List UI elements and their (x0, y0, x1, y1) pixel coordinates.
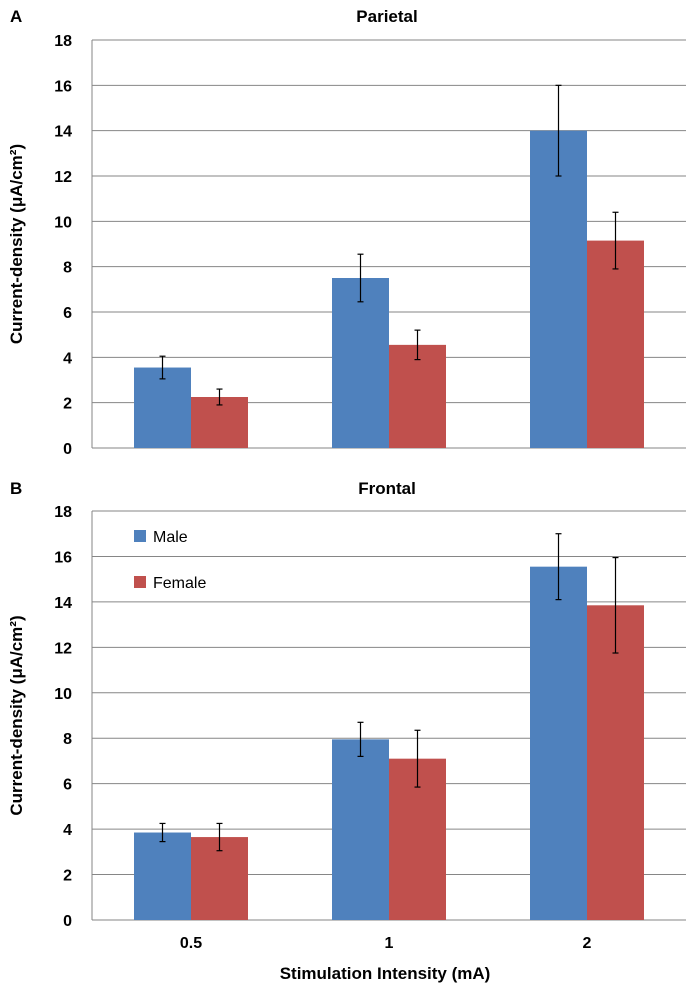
legend-swatch-female (134, 576, 146, 588)
panel-a: A Parietal 0 2 4 6 8 10 12 14 16 18 Current-density … (7, 7, 686, 458)
y-tick-label: 0 (63, 441, 72, 458)
bar-male-0.5 (134, 832, 191, 920)
y-tick-label: 10 (54, 686, 72, 703)
legend: Male Female (134, 529, 206, 592)
bar-female-2 (587, 605, 644, 920)
legend-swatch-male (134, 530, 146, 542)
y-tick-label: 18 (54, 504, 72, 521)
y-axis-label: Current-density (μA/cm²) (7, 144, 26, 344)
panel-letter: B (10, 479, 22, 498)
y-tick-label: 0 (63, 913, 72, 930)
y-tick-label: 12 (54, 640, 72, 657)
bar-male-2 (530, 130, 587, 448)
x-tick-label: 2 (583, 935, 592, 952)
x-tick-label: 1 (385, 935, 394, 952)
y-tick-label: 2 (63, 868, 72, 885)
bar-male-2 (530, 566, 587, 920)
y-tick-label: 14 (54, 595, 72, 612)
legend-label-female: Female (153, 575, 206, 592)
x-axis-label: Stimulation Intensity (mA) (280, 964, 491, 983)
y-tick-label: 4 (63, 350, 72, 367)
chart-title: Parietal (356, 7, 417, 26)
y-tick-label: 6 (63, 305, 72, 322)
bar-male-1 (332, 739, 389, 920)
y-tick-label: 14 (54, 124, 72, 141)
y-tick-label: 16 (54, 78, 72, 95)
bar-female-1 (389, 344, 446, 448)
y-tick-label: 8 (63, 260, 72, 277)
panel-letter: A (10, 7, 22, 26)
legend-label-male: Male (153, 529, 188, 546)
y-tick-label: 2 (63, 396, 72, 413)
x-tick-label: 0.5 (180, 935, 202, 952)
y-tick-label: 12 (54, 169, 72, 186)
bar-male-0.5 (134, 367, 191, 448)
y-axis-label: Current-density (μA/cm²) (7, 615, 26, 815)
bar-male-1 (332, 278, 389, 448)
y-tick-label: 6 (63, 777, 72, 794)
bar-female-2 (587, 240, 644, 448)
y-tick-label: 18 (54, 33, 72, 50)
chart-title: Frontal (358, 479, 416, 498)
y-tick-label: 8 (63, 731, 72, 748)
y-tick-label: 10 (54, 214, 72, 231)
y-tick-label: 4 (63, 822, 72, 839)
y-tick-label: 16 (54, 549, 72, 566)
